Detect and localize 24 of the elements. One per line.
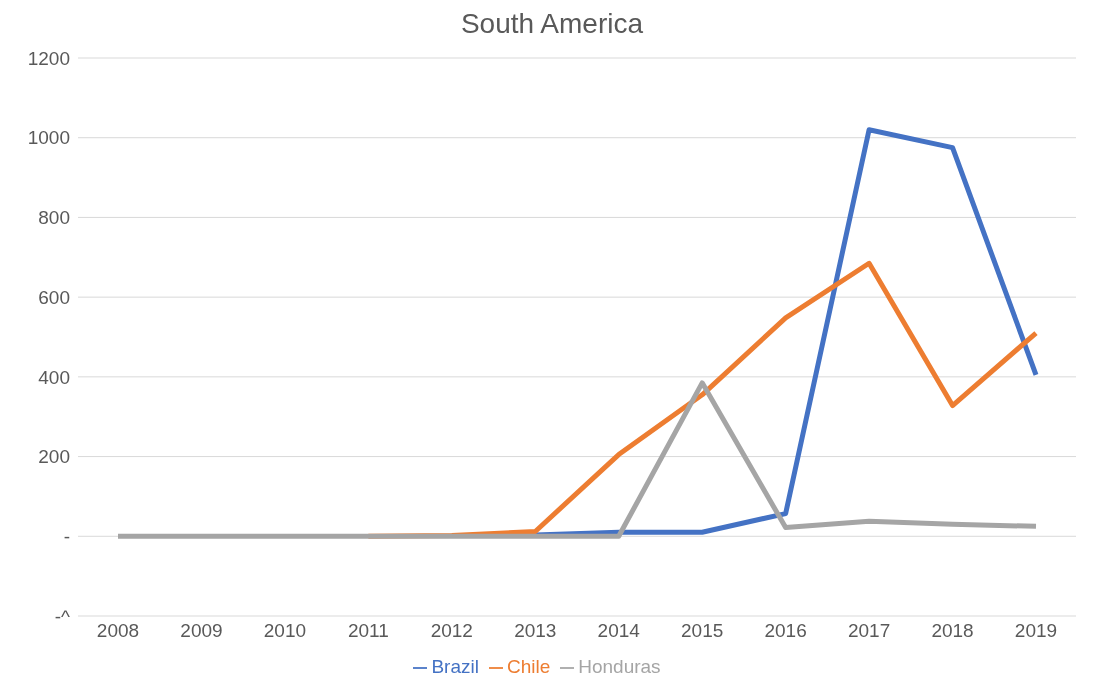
x-tick-label: 2019 xyxy=(1014,620,1058,642)
x-tick-label: 2012 xyxy=(430,620,473,642)
x-tick-label: 2013 xyxy=(514,620,557,642)
y-tick-label: 600 xyxy=(38,286,70,308)
y-tick-label: 200 xyxy=(38,446,70,468)
x-tick-label: 2017 xyxy=(847,620,891,642)
y-tick-label: 400 xyxy=(38,366,70,388)
y-tick-label: 1000 xyxy=(27,127,70,149)
x-tick-label: 2011 xyxy=(347,620,389,642)
x-tick-label: 2010 xyxy=(263,620,307,642)
y-tick-label: - xyxy=(63,526,70,548)
legend-label: Honduras xyxy=(578,656,661,677)
y-tick-label: 800 xyxy=(38,207,70,229)
x-tick-label: 2014 xyxy=(597,620,641,642)
y-tick-label: 1200 xyxy=(27,47,70,69)
legend-label: Brazil xyxy=(431,656,479,677)
x-tick-label: 2008 xyxy=(96,620,140,642)
y-tick-label: -^ xyxy=(54,605,71,627)
x-tick-label: 2015 xyxy=(681,620,724,642)
x-tick-label: 2009 xyxy=(180,620,223,642)
x-tick-label: 2018 xyxy=(931,620,974,642)
chart-title: South America xyxy=(459,8,645,41)
x-tick-label: 2016 xyxy=(764,620,807,642)
legend-label: Chile xyxy=(506,656,551,677)
